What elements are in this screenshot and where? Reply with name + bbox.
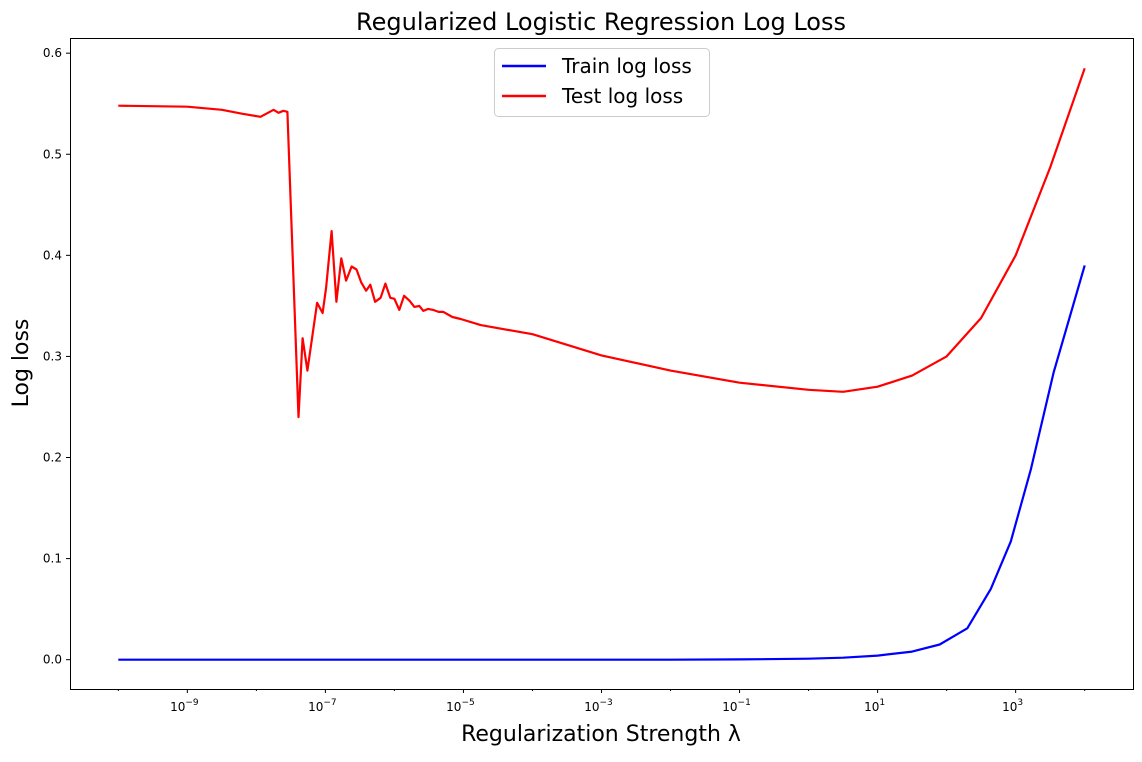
y-tick-label: 0.0 bbox=[43, 653, 62, 667]
legend-label-train: Train log loss bbox=[561, 54, 692, 78]
y-tick-label: 0.3 bbox=[43, 349, 62, 363]
y-tick-label: 0.1 bbox=[43, 552, 62, 566]
x-tick-label: 101 bbox=[864, 698, 885, 714]
y-axis-label: Log loss bbox=[9, 319, 34, 408]
y-tick-label: 0.2 bbox=[43, 451, 62, 465]
series-line-train-log-loss bbox=[118, 265, 1086, 661]
x-tick-label: 103 bbox=[1002, 698, 1023, 714]
x-tick-label: 10−3 bbox=[584, 698, 613, 714]
plot-marks: 0.0 0.1 0.2 0.3 0.4 0.5 0.6 10−9 10−7 10−5 10−3 10−… bbox=[43, 46, 1086, 714]
x-tick-label: 10−9 bbox=[170, 698, 199, 714]
chart-title: Regularized Logistic Regression Log Loss bbox=[356, 8, 846, 36]
y-tick-label: 0.5 bbox=[43, 147, 62, 161]
legend: Train log loss Test log loss bbox=[494, 48, 710, 117]
plot-frame bbox=[70, 38, 1134, 690]
series-line-test-log-loss bbox=[118, 67, 1086, 419]
x-tick-label: 10−5 bbox=[446, 698, 475, 714]
legend-label-test: Test log loss bbox=[561, 84, 683, 108]
legend-box bbox=[494, 48, 710, 117]
y-tick-label: 0.6 bbox=[43, 46, 62, 60]
x-axis-label: Regularization Strength λ bbox=[461, 722, 741, 747]
x-tick-label: 10−1 bbox=[722, 698, 751, 714]
y-tick-label: 0.4 bbox=[43, 248, 62, 262]
x-tick-label: 10−7 bbox=[308, 698, 337, 714]
